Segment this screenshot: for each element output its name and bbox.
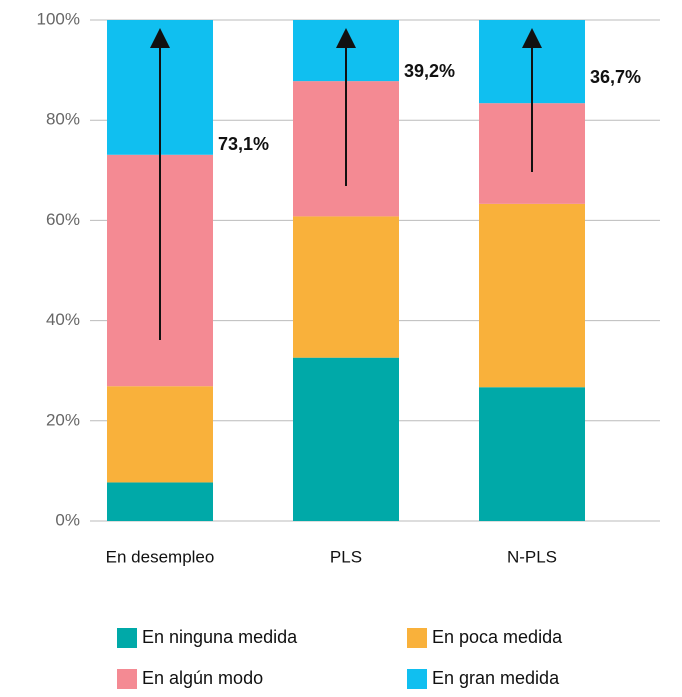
y-tick-label: 40% — [46, 310, 80, 329]
y-tick-label: 100% — [37, 9, 80, 28]
annotation: 36,7% — [590, 67, 641, 87]
legend-label: En ninguna medida — [142, 627, 298, 647]
y-tick-label: 20% — [46, 410, 80, 429]
x-tick-label: En desempleo — [106, 547, 215, 566]
legend-swatch — [117, 628, 137, 648]
annotation: 73,1% — [218, 134, 269, 154]
y-tick-label: 60% — [46, 210, 80, 229]
legend-label: En poca medida — [432, 627, 563, 647]
legend-swatch — [407, 669, 427, 689]
x-tick-label: N-PLS — [507, 547, 557, 566]
legend-label: En algún modo — [142, 668, 263, 688]
bar-segment — [479, 387, 585, 521]
bar-segment — [107, 482, 213, 521]
bar-segment — [479, 203, 585, 388]
bar-segment — [293, 216, 399, 358]
legend-swatch — [117, 669, 137, 689]
y-tick-label: 80% — [46, 110, 80, 129]
legend-swatch — [407, 628, 427, 648]
y-tick-label: 0% — [55, 510, 80, 529]
bar-segment — [107, 386, 213, 483]
x-tick-label: PLS — [330, 547, 362, 566]
legend-label: En gran medida — [432, 668, 560, 688]
annotation: 39,2% — [404, 61, 455, 81]
bar-segment — [293, 357, 399, 521]
